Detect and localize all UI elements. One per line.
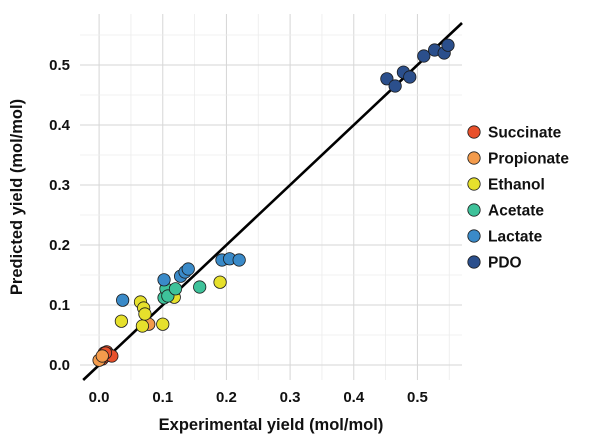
data-point-propionate (95, 349, 109, 363)
x-tick-label: 0.3 (280, 389, 301, 406)
y-tick-label: 0.2 (49, 237, 70, 254)
plot-area (80, 14, 463, 381)
legend-label-succinate: Succinate (488, 125, 562, 142)
data-point-lactate (232, 253, 246, 267)
x-tick-label: 0.4 (343, 389, 365, 406)
x-axis-title: Experimental yield (mol/mol) (159, 416, 384, 434)
data-point-ethanol (138, 307, 152, 321)
legend-label-lactate: Lactate (488, 229, 543, 246)
data-point-pdo (417, 49, 431, 63)
x-tick-label: 0.2 (216, 389, 237, 406)
data-point-lactate (181, 262, 195, 276)
data-point-lactate (157, 273, 171, 287)
legend: Succinate Propionate Ethanol Acetate Lactate… (467, 125, 569, 272)
data-point-ethanol (114, 314, 128, 328)
legend-marker-ethanol (467, 177, 481, 191)
data-point-pdo (403, 70, 417, 84)
data-point-ethanol (135, 319, 149, 333)
x-tick-label: 0.5 (407, 389, 428, 406)
data-point-ethanol (213, 275, 227, 289)
y-tick-label: 0.5 (49, 57, 70, 74)
data-point-ethanol (156, 317, 170, 331)
data-point-acetate (193, 280, 207, 294)
legend-marker-acetate (467, 203, 481, 217)
axes: 0.0 0.1 0.2 0.3 0.4 0.5 0.0 0.1 0.2 0.3 0.4 0.5 Expe… (8, 57, 428, 434)
legend-label-pdo: PDO (488, 255, 522, 272)
x-tick-label: 0.1 (152, 389, 173, 406)
y-tick-label: 0.1 (49, 297, 70, 314)
data-point-acetate (168, 282, 183, 296)
y-tick-label: 0.3 (49, 177, 70, 194)
legend-label-ethanol: Ethanol (488, 177, 545, 194)
legend-marker-pdo (467, 255, 481, 269)
legend-marker-succinate (467, 125, 481, 139)
x-tick-label: 0.0 (89, 389, 110, 406)
legend-label-propionate: Propionate (488, 151, 569, 168)
data-point-pdo (380, 72, 394, 86)
data-point-pdo (388, 79, 402, 93)
y-tick-label: 0.0 (49, 357, 70, 374)
data-point-lactate (116, 293, 130, 307)
data-point-pdo (441, 38, 455, 52)
legend-marker-propionate (467, 151, 481, 165)
legend-label-acetate: Acetate (488, 203, 544, 220)
y-tick-label: 0.4 (49, 117, 71, 134)
legend-marker-lactate (467, 229, 481, 243)
y-axis-title: Predicted yield (mol/mol) (8, 99, 26, 295)
